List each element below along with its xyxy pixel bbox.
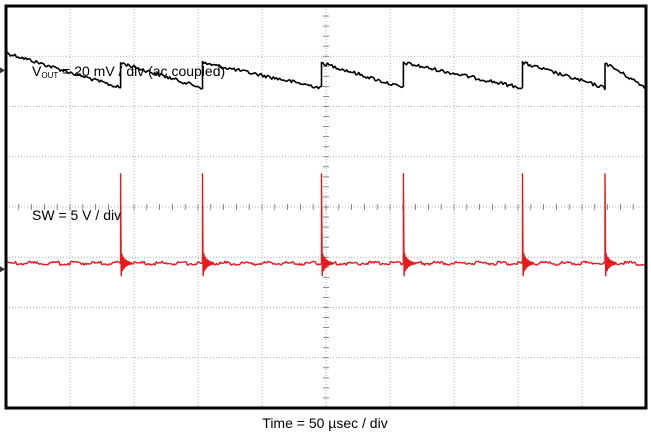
time-scale-label: Time = 50 µsec / div	[262, 415, 387, 431]
vout-trace	[5, 51, 647, 91]
vout-trace-group	[5, 51, 647, 91]
vout-reference-marker	[0, 67, 5, 74]
sw-label: SW = 5 V / div	[32, 207, 121, 223]
vout-label-main: V	[32, 63, 42, 79]
vout-label-sub: OUT	[41, 71, 58, 80]
vout-label: VOUT = 20 mV / div (ac coupled)	[32, 63, 225, 80]
sw-reference-marker	[0, 266, 5, 273]
channel-markers	[0, 67, 5, 273]
vout-label-rest: = 20 mV / div (ac coupled)	[58, 63, 225, 79]
sw-trace-group	[5, 173, 646, 277]
sw-trace	[5, 173, 646, 277]
plot-frame	[4, 4, 648, 410]
